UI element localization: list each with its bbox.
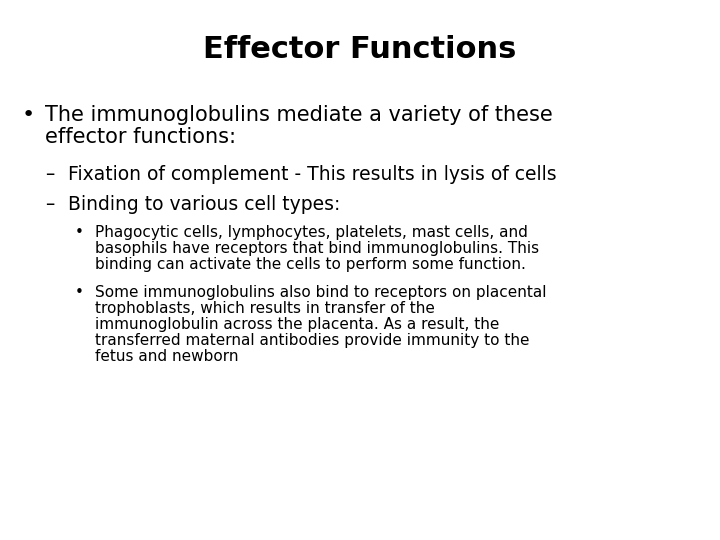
Text: •: • xyxy=(22,105,35,125)
Text: Effector Functions: Effector Functions xyxy=(203,35,517,64)
Text: trophoblasts, which results in transfer of the: trophoblasts, which results in transfer … xyxy=(95,301,435,316)
Text: immunoglobulin across the placenta. As a result, the: immunoglobulin across the placenta. As a… xyxy=(95,317,500,332)
Text: fetus and newborn: fetus and newborn xyxy=(95,349,238,364)
Text: –: – xyxy=(45,195,54,214)
Text: –: – xyxy=(45,165,54,184)
Text: The immunoglobulins mediate a variety of these: The immunoglobulins mediate a variety of… xyxy=(45,105,553,125)
Text: transferred maternal antibodies provide immunity to the: transferred maternal antibodies provide … xyxy=(95,333,529,348)
Text: Phagocytic cells, lymphocytes, platelets, mast cells, and: Phagocytic cells, lymphocytes, platelets… xyxy=(95,225,528,240)
Text: binding can activate the cells to perform some function.: binding can activate the cells to perfor… xyxy=(95,257,526,272)
Text: Some immunoglobulins also bind to receptors on placental: Some immunoglobulins also bind to recept… xyxy=(95,285,546,300)
Text: •: • xyxy=(75,285,84,300)
Text: basophils have receptors that bind immunoglobulins. This: basophils have receptors that bind immun… xyxy=(95,241,539,256)
Text: effector functions:: effector functions: xyxy=(45,127,236,147)
Text: •: • xyxy=(75,225,84,240)
Text: Binding to various cell types:: Binding to various cell types: xyxy=(68,195,341,214)
Text: Fixation of complement - This results in lysis of cells: Fixation of complement - This results in… xyxy=(68,165,557,184)
